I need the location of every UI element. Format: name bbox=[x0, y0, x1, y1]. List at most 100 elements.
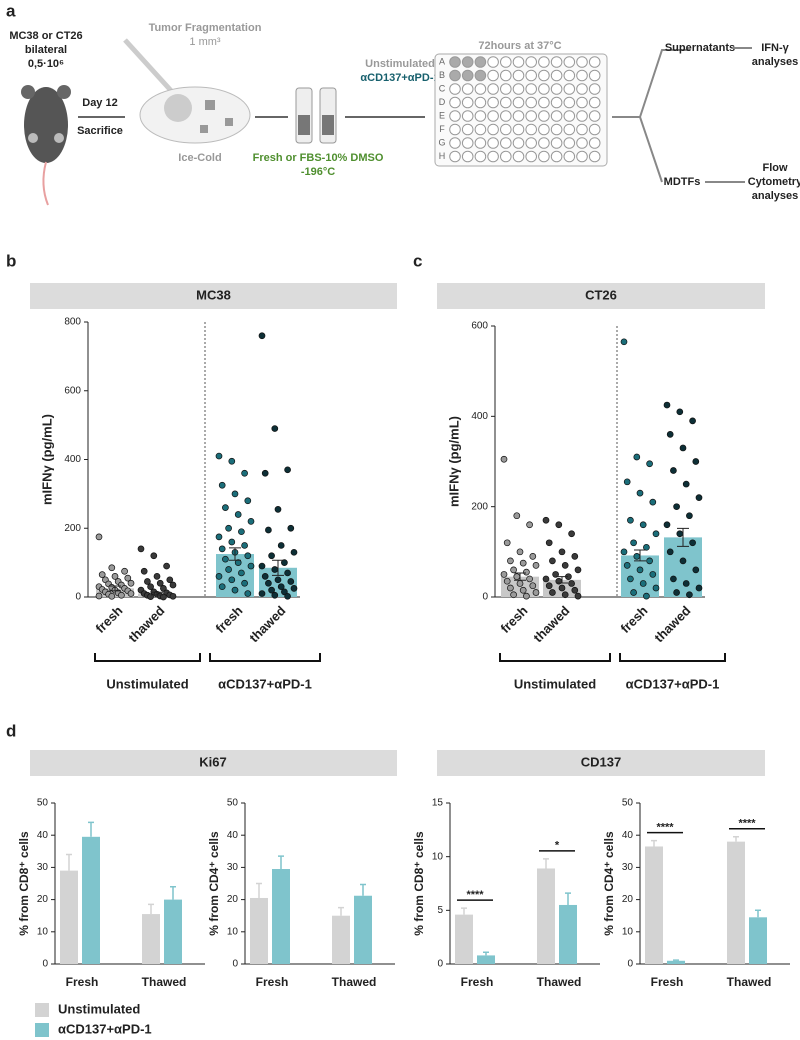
well bbox=[525, 150, 538, 163]
panel-header-label: Ki67 bbox=[199, 754, 226, 769]
well bbox=[500, 56, 512, 68]
point bbox=[500, 571, 508, 578]
label: 1 mm³ bbox=[189, 36, 221, 48]
legend-swatch bbox=[35, 1023, 49, 1037]
point bbox=[574, 566, 582, 574]
plate-row-label: H bbox=[439, 151, 446, 161]
point bbox=[238, 569, 245, 577]
significance-label: * bbox=[555, 840, 560, 852]
well bbox=[525, 69, 538, 82]
point bbox=[265, 526, 272, 534]
well bbox=[525, 110, 538, 122]
point bbox=[663, 401, 671, 409]
point bbox=[630, 539, 637, 547]
point bbox=[98, 571, 106, 579]
well bbox=[512, 137, 525, 149]
point bbox=[160, 593, 167, 601]
point bbox=[558, 548, 566, 556]
y-tick-label: 50 bbox=[227, 798, 239, 809]
point bbox=[549, 589, 556, 596]
well bbox=[525, 83, 538, 95]
point bbox=[166, 576, 174, 584]
well bbox=[525, 123, 538, 136]
point bbox=[571, 552, 579, 560]
well bbox=[461, 83, 474, 95]
error-bar bbox=[148, 903, 154, 915]
point bbox=[281, 559, 288, 566]
point bbox=[620, 338, 628, 346]
x-tick-label: Fresh bbox=[461, 975, 494, 989]
point bbox=[507, 557, 514, 565]
point bbox=[623, 562, 631, 569]
bar bbox=[645, 846, 663, 964]
point bbox=[646, 460, 653, 468]
well bbox=[550, 56, 563, 68]
point bbox=[503, 577, 511, 585]
point bbox=[111, 573, 119, 580]
point bbox=[673, 589, 680, 596]
point bbox=[636, 489, 644, 497]
x-tick-label: Thawed bbox=[727, 975, 772, 989]
point bbox=[258, 332, 266, 340]
y-tick-label: 0 bbox=[482, 592, 488, 603]
y-axis-label: mIFNγ (pg/mL) bbox=[39, 414, 54, 505]
point bbox=[574, 592, 582, 600]
y-tick-label: 0 bbox=[627, 959, 633, 970]
error-bar bbox=[360, 883, 366, 896]
point bbox=[646, 557, 653, 565]
point bbox=[108, 564, 116, 572]
point bbox=[620, 548, 628, 556]
label: MC38 or CT26 bbox=[9, 30, 82, 42]
point bbox=[516, 580, 524, 587]
group-label: αCD137+αPD-1 bbox=[626, 676, 720, 691]
point bbox=[137, 545, 145, 553]
point bbox=[666, 548, 674, 556]
point bbox=[225, 566, 232, 573]
error-bar bbox=[256, 882, 262, 898]
point bbox=[124, 574, 132, 582]
error-bar bbox=[543, 858, 549, 869]
error-bar bbox=[151, 591, 163, 596]
well bbox=[449, 69, 461, 82]
well bbox=[487, 96, 499, 109]
point bbox=[510, 566, 517, 574]
point bbox=[271, 566, 279, 573]
label: analyses bbox=[752, 190, 798, 202]
y-tick-label: 10 bbox=[432, 851, 444, 862]
plate-row-label: B bbox=[439, 70, 445, 80]
well bbox=[538, 150, 550, 163]
error-bar bbox=[733, 836, 739, 842]
point bbox=[561, 562, 569, 569]
well bbox=[563, 150, 576, 163]
point bbox=[284, 592, 291, 600]
well bbox=[487, 69, 499, 82]
label: αCD137+αPD-1 bbox=[360, 72, 439, 84]
y-tick-label: 400 bbox=[64, 454, 81, 465]
point bbox=[649, 571, 657, 578]
point bbox=[238, 528, 245, 536]
label: bilateral bbox=[25, 44, 67, 56]
well bbox=[512, 123, 525, 136]
panel-header bbox=[437, 283, 765, 309]
well bbox=[512, 150, 525, 163]
bar bbox=[537, 868, 555, 964]
error-bar bbox=[565, 892, 571, 905]
point bbox=[153, 573, 161, 580]
point bbox=[676, 408, 684, 416]
point bbox=[218, 481, 226, 489]
point bbox=[247, 518, 255, 525]
x-tick-label: Thawed bbox=[332, 975, 377, 989]
well bbox=[461, 96, 474, 109]
error-bar bbox=[483, 951, 489, 956]
y-tick-label: 0 bbox=[437, 959, 443, 970]
point bbox=[127, 590, 135, 597]
well bbox=[461, 123, 474, 136]
well bbox=[461, 110, 474, 122]
group-bracket bbox=[209, 653, 321, 662]
point bbox=[274, 576, 282, 584]
point bbox=[281, 588, 288, 596]
point bbox=[670, 467, 677, 474]
well bbox=[500, 110, 512, 122]
point bbox=[127, 579, 135, 587]
well bbox=[538, 56, 550, 68]
